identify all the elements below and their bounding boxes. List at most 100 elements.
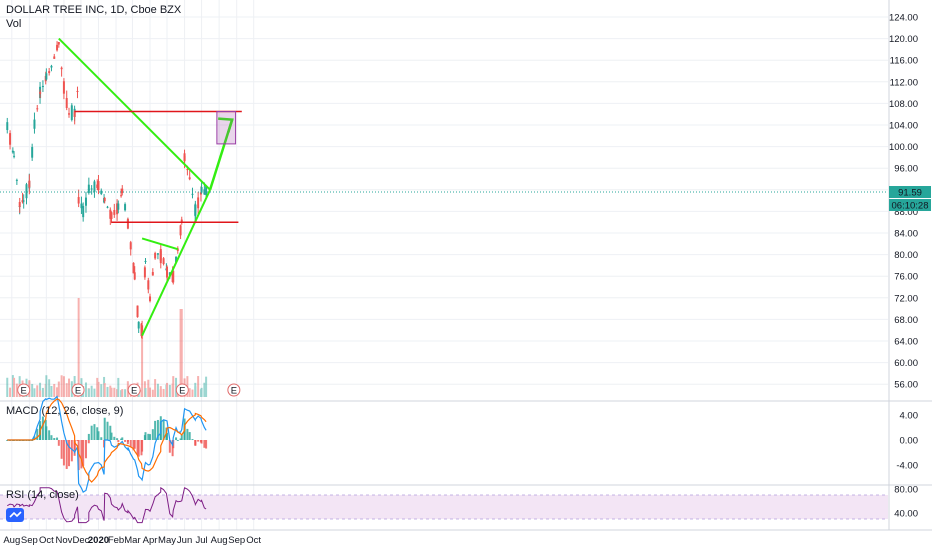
candle-body [50,65,53,68]
volume-bar [48,379,51,397]
candle-body [31,147,34,158]
macd-histogram-bar [68,440,71,467]
candle-body [149,296,152,302]
macd-tick-label: 0.00 [900,436,919,447]
volume-bar [11,375,14,397]
macd-histogram-bar [137,440,140,457]
candle-body [6,122,9,131]
candle-body [56,44,59,51]
macd-histogram-bar [188,432,191,440]
volume-bar [203,382,206,397]
candle-body [87,184,90,193]
price-tick-label: 116.00 [890,56,918,67]
volume-bar [100,384,103,397]
macd-histogram-bar [82,440,85,466]
volume-legend: Vol [6,18,25,30]
volume-bar [159,389,162,397]
macd-histogram-bar [191,439,194,441]
volume-bar [175,377,178,397]
candle-body [53,56,56,59]
macd-histogram-bar [84,440,87,459]
macd-histogram-bar [106,421,109,440]
time-tick-label: Sep [228,535,245,546]
volume-bar [65,383,68,397]
candle-body [124,204,127,211]
macd-histogram-bar [129,440,132,448]
macd-histogram-bar [97,431,100,440]
volume-bar [116,389,119,397]
candle-body [156,253,159,255]
volume-bar [120,390,123,397]
candle-body [116,203,119,215]
candle-body [188,177,191,180]
macd-histogram-bar [132,440,135,451]
candle-body [100,190,103,194]
macd-histogram-bar [87,440,90,444]
volume-bar [106,386,109,397]
volume-bar [200,387,203,397]
volume-bar [194,382,197,397]
candle-body [33,119,36,129]
candle-body [194,204,197,216]
macd-histogram-bar [93,424,96,440]
macd-histogram-bar [87,433,90,440]
price-tick-label: 108.00 [889,99,918,110]
candle-body [97,181,100,191]
macd-histogram-bar [179,438,182,440]
candle-body [82,205,85,218]
macd-legend: MACD (12, 26, close, 9) [6,405,127,417]
time-tick-label: Apr [143,535,158,546]
candle-body [166,266,169,278]
last-price-badge [889,186,931,199]
countdown-badge [889,199,931,212]
macd-histogram-bar [45,426,48,440]
volume-bar [44,383,47,397]
macd-tick-label: 4.00 [900,411,919,422]
macd-histogram-bar [147,433,150,440]
time-tick-label: Aug [211,535,228,546]
volume-bar [90,385,93,397]
volume-bar [149,387,152,397]
candle-body [129,242,132,250]
earnings-marker-label: E [75,386,81,397]
volume-bar [41,387,44,397]
volume-bar [124,389,127,397]
candle-body [136,305,139,318]
volume-bar [199,389,202,397]
candle-body [93,181,96,192]
volume-bar [68,378,71,397]
volume-bar [144,388,147,397]
macd-line [7,395,207,494]
price-tick-label: 124.00 [889,13,918,24]
volume-bar [87,388,90,397]
price-tick-label: 64.00 [894,337,918,348]
price-tick-label: 76.00 [894,272,918,283]
volume-bar [50,386,53,397]
countdown-text: 06:10:28 [892,201,929,212]
price-tick-label: 120.00 [889,34,918,45]
tradingview-logo-icon [9,511,22,518]
candle-body [197,197,200,209]
candle-body [147,280,150,290]
candle-body [25,184,28,199]
macd-histogram-bar [65,440,68,469]
macd-histogram-bar [116,438,119,440]
volume-bar [57,381,60,397]
price-tick-label: 80.00 [894,250,918,261]
macd-histogram-bar [133,440,136,449]
macd-histogram-bar [176,439,179,441]
candle-body [90,188,93,190]
candle-body [133,272,136,280]
macd-histogram-bar [36,428,39,440]
volume-bar [166,382,169,397]
macd-histogram-bar [194,440,197,446]
candle-body [36,108,39,110]
macd-histogram-bar [151,429,154,440]
earnings-marker-icon [175,383,189,397]
candle-body [11,150,14,153]
volume-bar [13,377,16,397]
macd-histogram-bar [126,440,129,445]
macd-histogram-bar [136,440,139,455]
candle-body [126,218,129,229]
